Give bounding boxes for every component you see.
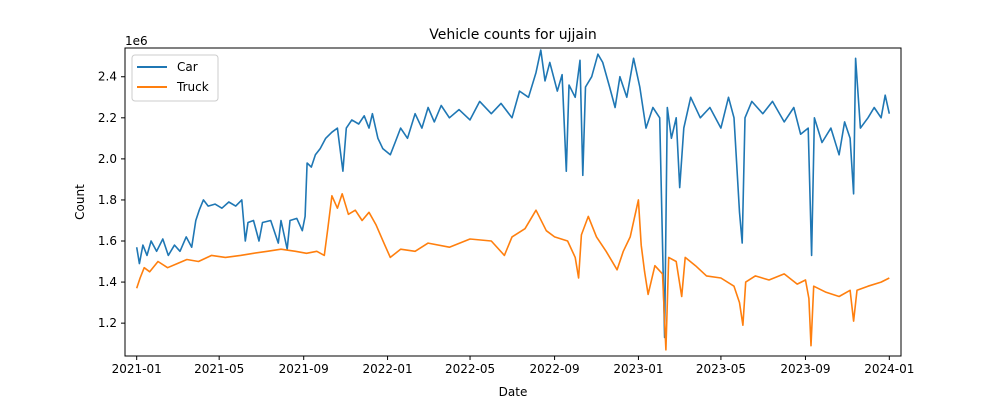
y-axis-label: Count [73,184,87,220]
plot-series-group [135,49,891,351]
y-tick-label: 1.6 [98,234,117,248]
legend-label-truck: Truck [176,80,209,94]
y-tick-label: 1.2 [98,316,117,330]
y-axis: 1.2 1.4 1.6 1.8 2.0 2.2 2.4 [98,70,125,330]
y-tick-label: 1.8 [98,193,117,207]
y-tick-label: 2.0 [98,152,117,166]
x-tick-label: 2023-09 [780,362,830,376]
y-tick-label: 2.4 [98,70,117,84]
x-tick-label: 2023-01 [613,362,663,376]
legend-box [131,54,219,102]
series-line-truck [135,193,890,351]
x-tick-label: 2024-01 [864,362,914,376]
x-axis-label: Date [499,385,528,399]
legend-label-car: Car [177,60,198,74]
chart-title: Vehicle counts for ujjain [429,27,596,43]
x-tick-label: 2023-05 [696,362,746,376]
series-line-car [135,49,891,339]
x-tick-label: 2022-09 [530,362,580,376]
x-tick-label: 2022-01 [362,362,412,376]
x-tick-label: 2021-09 [279,362,329,376]
x-tick-label: 2021-01 [112,362,162,376]
y-tick-label: 1.4 [98,275,117,289]
legend: Car Truck [131,54,219,102]
plot-frame [124,47,902,357]
y-tick-label: 2.2 [98,111,117,125]
x-tick-label: 2021-05 [194,362,244,376]
x-tick-label: 2022-05 [445,362,495,376]
x-axis: 2021-01 2021-05 2021-09 2022-01 2022-05 2022-… [112,356,914,376]
y-offset-label: 1e6 [125,34,148,48]
